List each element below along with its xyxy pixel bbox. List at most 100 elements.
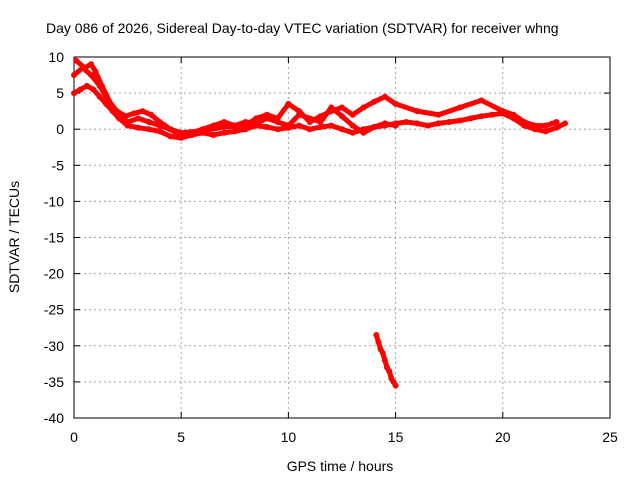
data-point bbox=[456, 104, 463, 111]
y-axis-label: SDTVAR / TECUs bbox=[6, 181, 22, 293]
data-point bbox=[210, 122, 217, 129]
data-point bbox=[379, 350, 386, 357]
data-point bbox=[188, 129, 195, 136]
data-point bbox=[96, 93, 103, 100]
data-point bbox=[317, 118, 324, 125]
y-tick-label: -5 bbox=[52, 157, 65, 173]
data-point bbox=[210, 131, 217, 138]
data-point bbox=[263, 115, 270, 122]
data-point bbox=[221, 129, 228, 136]
data-point bbox=[242, 118, 249, 125]
data-point bbox=[499, 108, 506, 115]
data-point bbox=[253, 120, 260, 127]
data-point bbox=[349, 122, 356, 129]
x-tick-label: 10 bbox=[281, 429, 297, 445]
data-point bbox=[339, 113, 345, 120]
data-point bbox=[253, 115, 260, 122]
x-tick-label: 20 bbox=[495, 429, 511, 445]
data-point bbox=[135, 115, 142, 122]
data-point bbox=[371, 98, 378, 105]
data-point bbox=[542, 128, 549, 135]
data-point bbox=[328, 122, 335, 129]
y-tick-label: 10 bbox=[48, 49, 64, 65]
series-track-4 bbox=[373, 331, 399, 389]
x-tick-label: 15 bbox=[388, 429, 404, 445]
y-tick-label: -30 bbox=[44, 338, 64, 354]
data-point bbox=[156, 128, 163, 135]
data-point bbox=[73, 57, 80, 64]
data-point bbox=[521, 118, 528, 125]
data-point bbox=[71, 90, 77, 97]
data-point bbox=[306, 115, 313, 122]
y-tick-label: 0 bbox=[56, 121, 64, 137]
data-point bbox=[456, 117, 463, 124]
data-point bbox=[446, 118, 453, 125]
data-point bbox=[371, 124, 378, 131]
data-point bbox=[553, 124, 560, 131]
data-point bbox=[317, 124, 324, 131]
data-point bbox=[386, 368, 393, 375]
data-point bbox=[392, 100, 399, 107]
y-tick-label: -10 bbox=[44, 193, 64, 209]
data-point bbox=[199, 126, 206, 133]
data-point bbox=[146, 118, 153, 125]
y-tick-label: -25 bbox=[44, 302, 64, 318]
data-point bbox=[296, 122, 303, 129]
data-point bbox=[435, 120, 442, 127]
x-tick-label: 5 bbox=[177, 429, 185, 445]
data-point bbox=[339, 126, 345, 133]
series-track-3 bbox=[73, 57, 399, 140]
data-point bbox=[381, 120, 388, 127]
data-point bbox=[88, 72, 95, 79]
data-point bbox=[381, 357, 388, 364]
data-point bbox=[263, 124, 270, 131]
data-point bbox=[77, 86, 84, 93]
data-point bbox=[392, 122, 399, 129]
data-point bbox=[146, 126, 153, 133]
y-tick-label: 5 bbox=[56, 85, 64, 101]
data-point bbox=[306, 126, 313, 133]
data-point bbox=[139, 108, 146, 115]
data-point bbox=[231, 128, 238, 135]
data-point bbox=[531, 122, 538, 129]
data-point bbox=[360, 104, 367, 111]
data-point bbox=[148, 111, 155, 118]
data-point bbox=[98, 82, 105, 89]
data-point bbox=[478, 113, 485, 120]
data-point bbox=[221, 124, 228, 131]
data-point bbox=[167, 133, 174, 140]
data-point bbox=[489, 111, 496, 118]
data-point bbox=[467, 115, 474, 122]
data-point bbox=[231, 122, 238, 129]
data-point bbox=[561, 120, 568, 127]
data-point bbox=[328, 104, 335, 111]
x-axis-label: GPS time / hours bbox=[287, 458, 394, 474]
data-point bbox=[403, 118, 410, 125]
data-point bbox=[435, 111, 442, 118]
data-point bbox=[131, 110, 138, 117]
data-point bbox=[285, 122, 292, 129]
data-point bbox=[381, 93, 388, 100]
data-point bbox=[274, 118, 281, 125]
data-point bbox=[339, 104, 345, 111]
data-point bbox=[109, 104, 116, 111]
data-point bbox=[375, 339, 382, 346]
data-point bbox=[478, 97, 485, 104]
data-point bbox=[414, 108, 421, 115]
data-point bbox=[510, 111, 517, 118]
data-point bbox=[81, 64, 88, 71]
chart-title: Day 086 of 2026, Sidereal Day-to-day VTE… bbox=[46, 20, 559, 36]
data-point bbox=[221, 118, 228, 125]
grid bbox=[74, 57, 610, 418]
y-tick-label: -20 bbox=[44, 266, 64, 282]
data-point bbox=[90, 86, 97, 93]
data-point bbox=[349, 129, 356, 136]
series-trail bbox=[71, 65, 559, 136]
data-point bbox=[71, 72, 77, 79]
data-point bbox=[167, 126, 174, 133]
y-tick-label: -15 bbox=[44, 230, 64, 246]
data-point bbox=[414, 120, 421, 127]
data-point bbox=[360, 129, 367, 136]
x-tick-label: 0 bbox=[70, 429, 78, 445]
